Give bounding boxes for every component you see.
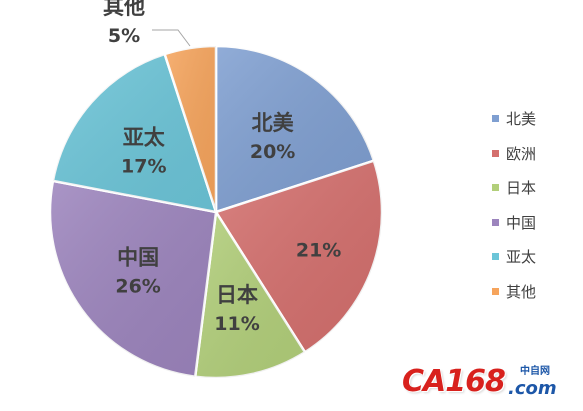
watermark-cn-text: 中自网 (520, 366, 550, 377)
leader-line-5 (152, 29, 191, 47)
slice-label-pct-4: 17% (121, 155, 166, 177)
legend-swatch-0 (492, 115, 499, 122)
legend-label-1: 欧洲 (506, 144, 537, 163)
slice-label-name-3: 中国 (117, 246, 159, 270)
slice-label-name-5: 其他 (103, 0, 145, 19)
slice-label-pct-3: 26% (115, 276, 160, 298)
pie-slice-shade-3 (49, 180, 217, 377)
slice-label-name-2: 日本 (216, 283, 258, 307)
legend-label-3: 中国 (506, 213, 537, 232)
legend-item-2: 日本 (492, 177, 536, 198)
pie-slice-shade-0 (216, 46, 374, 212)
legend-label-0: 北美 (506, 110, 537, 128)
legend-swatch-2 (492, 184, 499, 192)
watermark-brand: CA168 (402, 364, 506, 399)
watermark-domain: .com (508, 378, 557, 399)
legend-item-5: 其他 (492, 281, 536, 302)
legend-swatch-3 (492, 218, 499, 226)
legend-swatch-1 (492, 149, 499, 157)
pie-slice-shade-1 (216, 160, 383, 353)
slice-label-name-0: 北美 (252, 111, 294, 135)
legend-swatch-5 (492, 287, 499, 295)
slice-label-pct-5: 5% (108, 25, 140, 47)
legend-item-3: 中国 (492, 212, 536, 233)
pie-labels: 北美 20% 21% 日本 11% 中国 26% 亚太 17% 其他 5% (103, 0, 341, 335)
legend-label-2: 日本 (506, 179, 537, 198)
legend-label-5: 其他 (506, 282, 537, 301)
legend: 北美欧洲日本中国亚太其他 (492, 108, 536, 316)
slice-label-pct-2: 11% (214, 313, 259, 335)
pie-slices (48, 44, 384, 380)
legend-item-1: 欧洲 (492, 143, 536, 164)
pie-slice-shade-2 (195, 212, 305, 379)
slice-label-pct-0: 20% (250, 141, 295, 163)
slice-label-pct-1: 21% (296, 240, 341, 262)
legend-item-4: 亚太 (492, 246, 536, 267)
legend-swatch-4 (492, 253, 499, 261)
slice-label-name-4: 亚太 (123, 125, 166, 149)
legend-label-4: 亚太 (506, 248, 537, 267)
pie-slice-shade-4 (52, 54, 216, 213)
legend-item-0: 北美 (492, 108, 536, 129)
pie-slice-shade-5 (164, 45, 216, 212)
watermark-logo: CA168 中自网 .com (402, 362, 572, 402)
